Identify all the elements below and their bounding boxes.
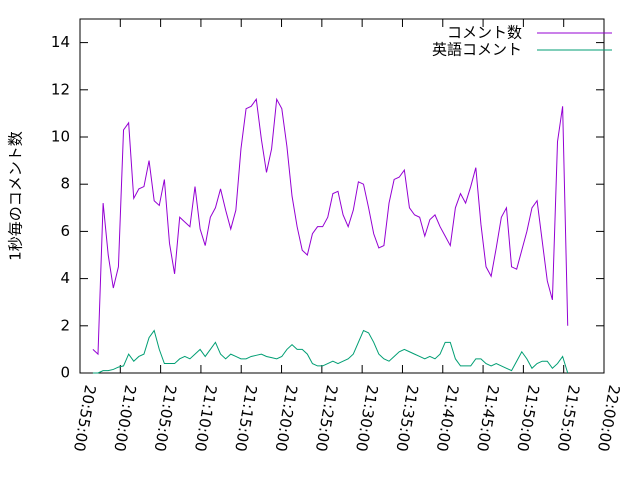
x-tick-label: 21:05:00 bbox=[151, 384, 180, 453]
y-tick-label: 10 bbox=[51, 128, 70, 146]
x-tick-label: 21:35:00 bbox=[392, 384, 421, 453]
y-tick-label: 8 bbox=[60, 175, 70, 193]
series-line bbox=[92, 97, 569, 356]
x-tick-label: 20:55:00 bbox=[70, 384, 99, 453]
x-tick-label: 21:30:00 bbox=[352, 384, 381, 453]
plot-frame bbox=[79, 18, 605, 374]
x-tick-label: 21:10:00 bbox=[191, 384, 220, 453]
y-tick-label: 4 bbox=[60, 269, 70, 287]
y-tick-label: 14 bbox=[51, 33, 70, 51]
x-tick-label: 22:00:00 bbox=[594, 384, 623, 453]
y-tick-label: 12 bbox=[51, 80, 70, 98]
x-tick-label: 21:15:00 bbox=[231, 384, 260, 453]
y-axis-label: 1秒毎のコメント数 bbox=[7, 131, 25, 261]
y-tick-label: 2 bbox=[60, 316, 70, 334]
legend-label: 英語コメント bbox=[432, 41, 522, 59]
x-tick-label: 21:50:00 bbox=[513, 384, 542, 453]
x-tick-label: 21:20:00 bbox=[271, 384, 300, 453]
y-tick-label: 6 bbox=[60, 222, 70, 240]
x-tick-label: 21:00:00 bbox=[110, 384, 139, 453]
x-tick-label: 21:25:00 bbox=[312, 384, 341, 453]
x-tick-label: 21:40:00 bbox=[433, 384, 462, 453]
series-line bbox=[92, 329, 569, 374]
x-tick-label: 21:45:00 bbox=[473, 384, 502, 453]
x-tick-label: 21:55:00 bbox=[554, 384, 583, 453]
y-tick-label: 0 bbox=[60, 364, 70, 382]
legend-label: コメント数 bbox=[447, 24, 522, 42]
